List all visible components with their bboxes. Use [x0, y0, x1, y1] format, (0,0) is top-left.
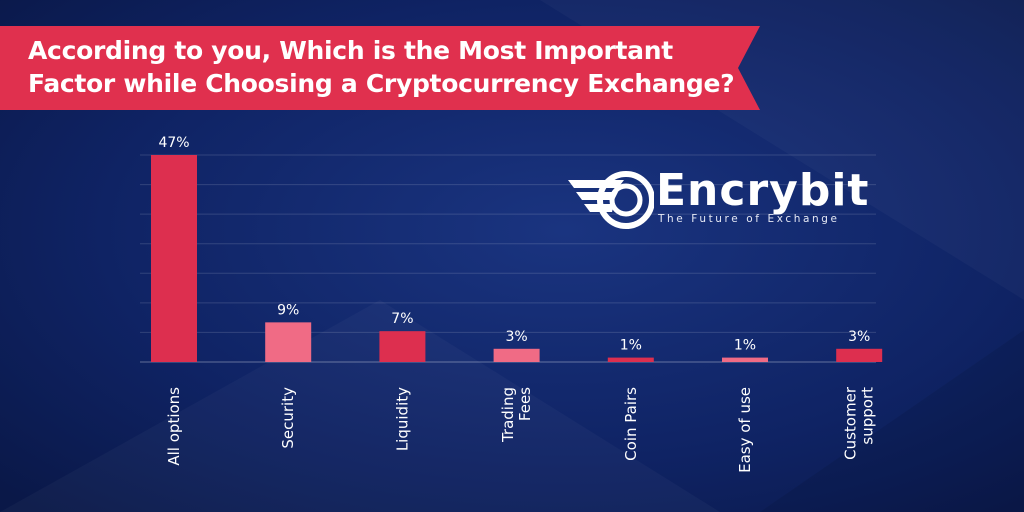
category-label-line: Liquidity	[393, 387, 411, 451]
value-label: 1%	[734, 338, 756, 354]
logo-tagline: The Future of Exchange	[658, 213, 840, 225]
category-label: Trading Fees	[499, 387, 534, 443]
category-label-line: Customer	[842, 386, 860, 460]
value-labels: 47% 9% 7% 3% 1% 1% 3%	[158, 135, 870, 354]
category-label: Security	[279, 387, 297, 449]
bar	[265, 322, 312, 362]
category-label-line: Trading	[499, 387, 517, 443]
category-label: Customer support	[842, 386, 877, 460]
category-label: Easy of use	[736, 387, 754, 473]
value-label: 9%	[277, 302, 299, 318]
value-label: 3%	[848, 329, 870, 345]
title-banner: According to you, Which is the Most Impo…	[0, 26, 760, 110]
category-label-line: All options	[165, 387, 183, 466]
category-label-line: Coin Pairs	[622, 387, 640, 461]
category-label-line: Security	[279, 387, 297, 449]
value-label: 7%	[391, 311, 413, 327]
logo-wordmark: Encrybit	[656, 165, 870, 216]
chart-title: According to you, Which is the Most Impo…	[28, 34, 748, 100]
category-label: Liquidity	[393, 387, 411, 451]
value-label: 47%	[158, 135, 189, 151]
bar	[379, 331, 426, 362]
category-label-line: support	[859, 387, 877, 445]
bar	[722, 357, 768, 362]
value-label: 1%	[620, 338, 642, 354]
title-line-2: Factor while Choosing a Cryptocurrency E…	[28, 69, 735, 98]
winged-coin-icon	[568, 171, 654, 229]
value-label: 3%	[505, 329, 527, 345]
category-label: All options	[165, 387, 183, 466]
category-label: Coin Pairs	[622, 387, 640, 461]
bars	[151, 155, 883, 362]
encrybit-logo: Encrybit The Future of Exchange	[566, 166, 876, 236]
category-label-line: Easy of use	[736, 387, 754, 473]
bar	[493, 348, 540, 362]
title-line-1: According to you, Which is the Most Impo…	[28, 36, 673, 65]
bar	[836, 348, 883, 362]
bar	[151, 155, 197, 362]
category-label-line: Fees	[516, 387, 534, 421]
category-labels: All options Security Liquidity Trading Fees C…	[165, 386, 877, 473]
bar	[607, 357, 654, 362]
